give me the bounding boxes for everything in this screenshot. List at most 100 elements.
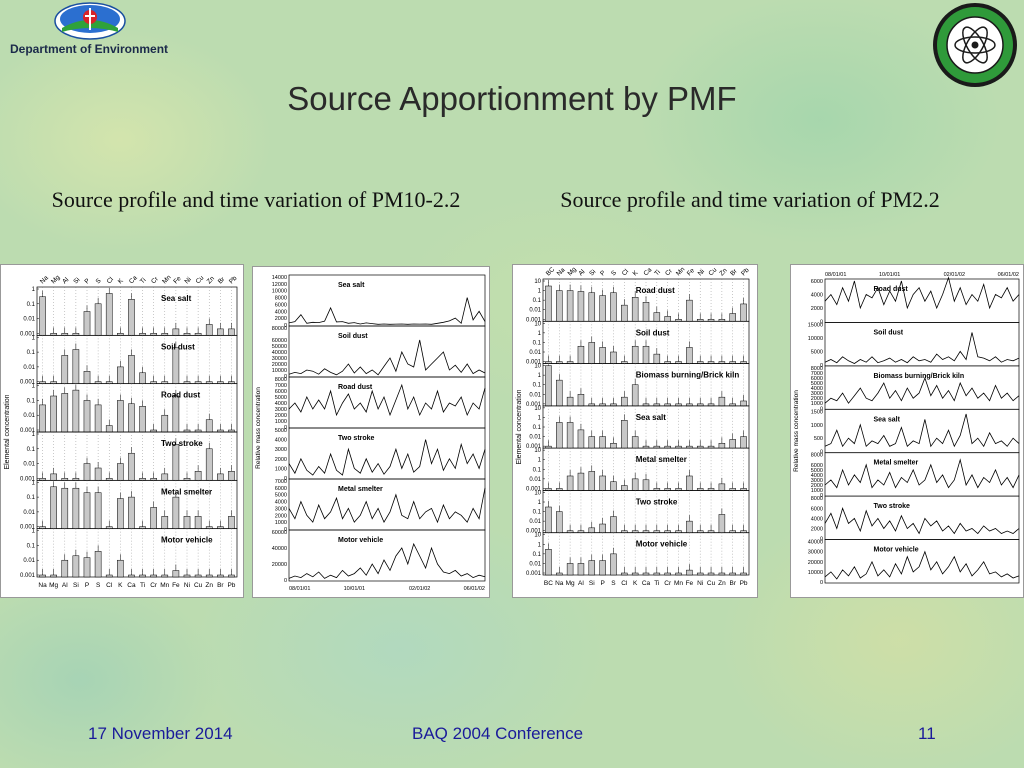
time-series-panel: 0 10000 20000 30000 40000 Motor vehicle <box>808 539 1020 586</box>
y-tick-label: 0 <box>820 319 823 325</box>
y-tick-label: 8000 <box>275 377 287 383</box>
category-label-bottom: Br <box>217 582 224 589</box>
category-label-top: Mn <box>675 266 687 278</box>
y-tick-label: 0.001 <box>20 525 36 531</box>
category-label-bottom: Fe <box>172 582 180 589</box>
y-tick-label: 1 <box>538 289 542 295</box>
y-tick-label: 14000 <box>272 275 287 281</box>
profile-bar <box>161 473 169 481</box>
profile-bar <box>588 471 596 491</box>
y-tick-label: 1500 <box>811 409 823 415</box>
profile-bar <box>228 471 235 481</box>
series-line <box>824 458 1020 489</box>
category-label-top: P <box>599 269 607 277</box>
profile-bar <box>566 396 574 407</box>
category-label-bottom: Mg <box>49 582 58 589</box>
y-tick-label: 0.001 <box>20 573 36 579</box>
category-label-bottom: Ni <box>184 582 190 589</box>
y-tick-label: 8000 <box>811 496 823 502</box>
category-label-top: Fe <box>172 275 183 286</box>
profile-bar <box>94 551 102 578</box>
profile-bar <box>117 498 124 529</box>
y-tick-label: 1 <box>538 415 542 421</box>
y-tick-label: 6000 <box>811 376 823 382</box>
profile-bar <box>117 400 124 433</box>
profile-bar <box>72 487 80 529</box>
y-tick-label: 3000 <box>811 391 823 397</box>
series-label: Road dust <box>338 384 373 391</box>
category-label-bottom: Cu <box>194 582 203 589</box>
y-axis-label: Elemental concentration <box>516 389 523 464</box>
time-series-panel: 010000200003000040000500006000080000Soil… <box>272 325 486 380</box>
profile-bar <box>610 553 617 576</box>
profile-bar <box>556 422 563 449</box>
profile-bar <box>172 347 180 384</box>
profile-bar <box>217 574 224 578</box>
y-tick-label: 1000 <box>275 419 287 425</box>
series-label: Biomass burning/Brick kiln <box>636 371 740 380</box>
y-tick-label: 30000 <box>272 356 287 362</box>
category-label-bottom: Ca <box>127 582 136 589</box>
y-tick-label: 8000 <box>811 366 823 372</box>
category-label-bottom: Mn <box>674 580 683 587</box>
category-label-bottom: Cr <box>150 582 158 589</box>
profile-bar <box>642 302 650 322</box>
profile-bar <box>50 395 57 433</box>
series-label: Soil dust <box>874 329 904 336</box>
profile-bar <box>205 324 213 336</box>
profile-bar <box>642 572 650 576</box>
y-tick-label: 0.01 <box>529 519 541 525</box>
y-tick-label: 5000 <box>275 493 287 499</box>
profile-bar <box>686 569 693 576</box>
category-label-top: S <box>610 269 618 277</box>
y-tick-label: 10 <box>534 279 541 285</box>
y-tick-label: 1 <box>32 480 36 486</box>
y-tick-label: 1 <box>538 542 542 548</box>
y-tick-label: 0.001 <box>526 571 542 577</box>
y-tick-label: 0.001 <box>20 380 36 386</box>
y-tick-label: 1000 <box>811 401 823 407</box>
profile-bar <box>194 516 202 529</box>
time-series-panel: 0 20000 40000 60000 Motor vehicle <box>272 529 486 584</box>
category-label-bottom: Cu <box>707 580 716 587</box>
y-tick-label: 0.01 <box>23 413 35 419</box>
panel-frame <box>36 528 238 578</box>
category-label-top: Mg <box>50 274 62 286</box>
category-label-bottom: Na <box>555 580 564 587</box>
y-tick-label: 2000 <box>275 413 287 419</box>
category-label-bottom: Zn <box>718 580 726 587</box>
profile-bar <box>545 285 552 322</box>
y-tick-label: 30000 <box>808 550 823 556</box>
profile-bar <box>686 299 693 322</box>
series-label: Road dust <box>874 286 909 293</box>
panel-frame <box>288 427 486 480</box>
profile-bar <box>161 574 169 578</box>
profile-bar <box>117 463 124 481</box>
profile-panel: 10 1 0.1 0.01 0.001 Biomass burning/Brick kil… <box>526 363 750 408</box>
profile-bar <box>61 393 69 433</box>
y-tick-label: 3000 <box>275 447 287 453</box>
footer-date: 17 November 2014 <box>88 724 233 743</box>
profile-bar <box>39 404 46 433</box>
profile-bar <box>729 439 736 449</box>
y-axis-label: Relative mass concentration <box>793 390 800 472</box>
profile-bar <box>588 342 596 364</box>
profile-bar <box>83 557 91 578</box>
category-label-top: Zn <box>206 275 217 286</box>
series-label: Two stroke <box>874 503 911 510</box>
y-tick-label: 0.001 <box>20 428 36 434</box>
y-tick-label: 0 <box>820 537 823 543</box>
category-label-bottom: Zn <box>205 582 213 589</box>
category-label-bottom: Ti <box>140 582 145 589</box>
time-series-panel: 0 2000 4000 6000 8000 Two stroke <box>811 495 1020 543</box>
category-label-bottom: Pb <box>227 582 235 589</box>
time-series-panel: 0 500 1000 1500 Sea salt <box>811 408 1020 456</box>
y-tick-label: 0.1 <box>27 543 36 549</box>
profile-bar <box>205 419 213 433</box>
y-tick-label: 1 <box>538 373 542 379</box>
profile-bar <box>566 290 574 322</box>
panel-frame <box>824 539 1020 584</box>
y-tick-label: 6000 <box>811 463 823 469</box>
y-tick-label: 10 <box>534 448 541 454</box>
y-axis-label: Relative mass concentration <box>255 387 262 469</box>
